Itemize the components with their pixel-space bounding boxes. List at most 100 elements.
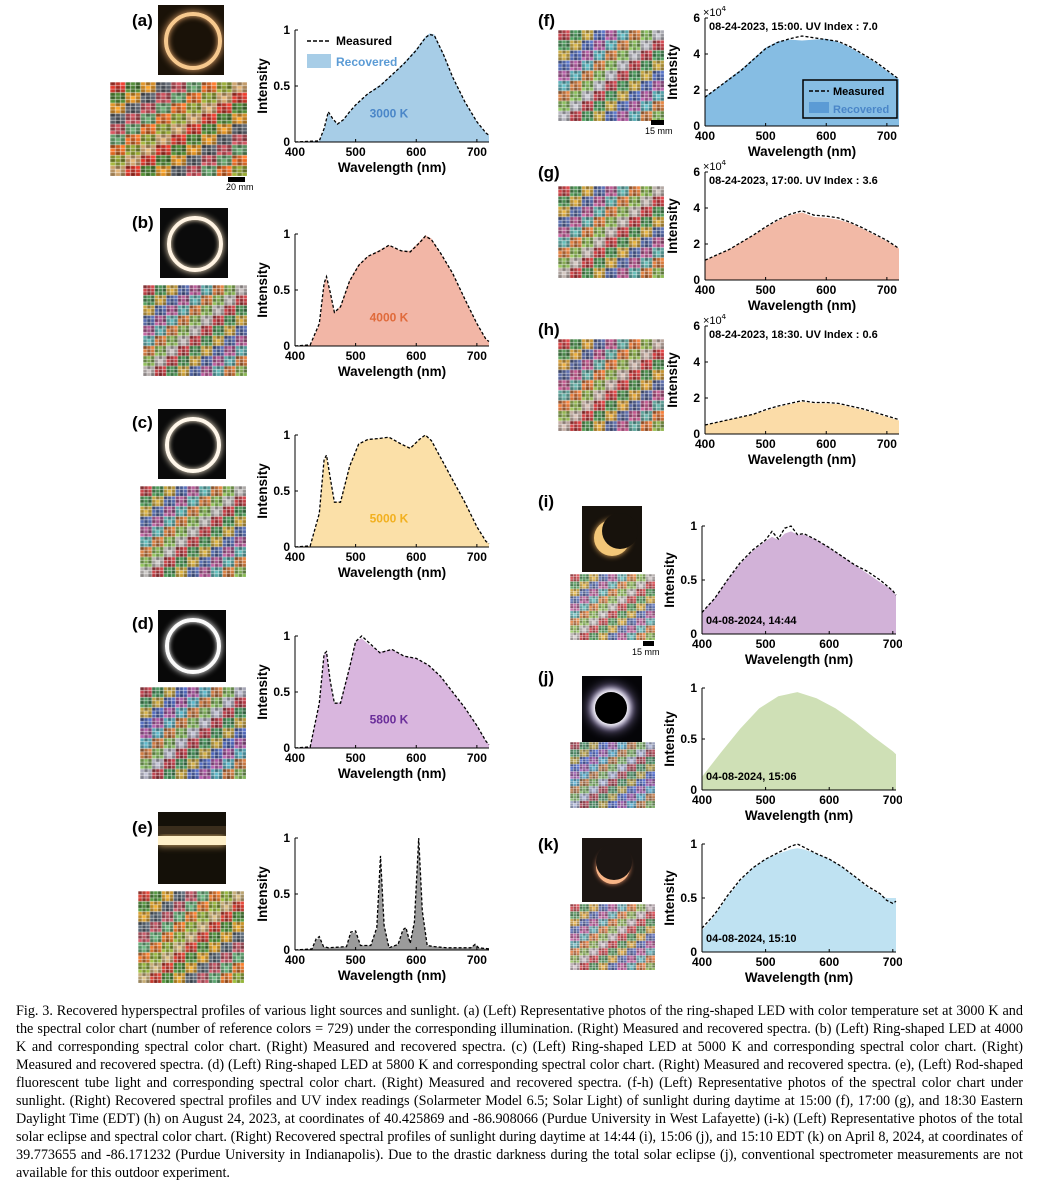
- scale-label-f: 15 mm: [645, 126, 673, 136]
- y-multiplier: ×104: [703, 6, 727, 19]
- x-axis-label: Wavelength (nm): [748, 298, 856, 313]
- recovered-area: [702, 692, 896, 790]
- x-tick-label: 500: [346, 550, 366, 564]
- legend-measured-label: Measured: [833, 86, 884, 98]
- panel-label-f: (f): [538, 11, 555, 30]
- moon-disc: [602, 513, 638, 549]
- x-tick-label: 700: [467, 751, 487, 765]
- x-tick-label: 700: [467, 550, 487, 564]
- color-chart-j: [570, 742, 655, 808]
- y-tick-label: 1: [283, 23, 290, 37]
- y-tick-label: 0.5: [680, 573, 697, 587]
- color-chart-mosaic: [570, 904, 655, 970]
- panel-label-j: (j): [538, 668, 555, 687]
- ring-led-photo-4000k: [160, 208, 228, 278]
- measured-line: [294, 635, 490, 749]
- measured-line: [704, 400, 900, 426]
- y-axis-label: Intensity: [665, 44, 680, 100]
- color-chart-mosaic: [140, 486, 246, 577]
- panel-label-e: (e): [132, 818, 153, 837]
- x-tick-label: 500: [756, 793, 776, 807]
- y-tick-label: 0: [693, 273, 700, 287]
- recovered-area: [705, 212, 899, 280]
- x-tick-label: 400: [692, 637, 712, 651]
- x-tick-label: 600: [816, 283, 836, 297]
- x-tick-label: 600: [406, 349, 426, 363]
- measured-line: [704, 35, 900, 98]
- x-tick-label: 600: [816, 437, 836, 451]
- y-tick-label: 0: [283, 135, 290, 149]
- fluorescent-tube-photo: [158, 812, 226, 884]
- x-axis-label: Wavelength (nm): [338, 766, 446, 781]
- x-tick-label: 400: [285, 751, 305, 765]
- measured-line: [294, 235, 490, 347]
- y-tick-label: 0: [283, 943, 290, 957]
- x-tick-label: 700: [883, 637, 902, 651]
- y-tick-label: 0: [693, 119, 700, 133]
- y-tick-label: 4: [693, 201, 700, 215]
- y-tick-label: 0.5: [680, 891, 697, 905]
- measured-line: [701, 843, 897, 929]
- y-tick-label: 1: [690, 519, 697, 533]
- color-chart-d: [140, 687, 246, 779]
- recovered-area: [705, 38, 899, 127]
- x-tick-label: 500: [346, 349, 366, 363]
- x-tick-label: 500: [756, 437, 776, 451]
- chart-title: 08-24-2023, 17:00. UV Index : 3.6: [709, 175, 878, 187]
- legend-recovered-swatch: [809, 102, 829, 113]
- x-tick-label: 700: [467, 953, 487, 967]
- measured-line: [701, 525, 897, 613]
- ring-light: [165, 417, 221, 473]
- ring-light: [165, 618, 221, 674]
- eclipse-photo-totality: [582, 676, 642, 742]
- y-tick-label: 1: [283, 629, 290, 643]
- measured-line: [294, 33, 490, 143]
- panel-label-c: (c): [132, 413, 153, 432]
- color-chart-a: [110, 82, 247, 176]
- y-axis-label: Intensity: [662, 552, 677, 608]
- y-tick-label: 1: [283, 227, 290, 241]
- x-tick-label: 700: [467, 145, 487, 159]
- x-tick-label: 400: [692, 793, 712, 807]
- y-tick-label: 1: [283, 831, 290, 845]
- x-tick-label: 700: [877, 283, 897, 297]
- recovered-area: [295, 435, 489, 547]
- scale-bar-i: [643, 641, 654, 646]
- y-tick-label: 0.5: [273, 484, 290, 498]
- x-tick-label: 600: [406, 550, 426, 564]
- ring-led-photo-5800k: [158, 610, 226, 682]
- x-tick-label: 600: [819, 793, 839, 807]
- measured-line: [294, 434, 490, 548]
- x-tick-label: 400: [285, 349, 305, 363]
- x-axis-label: Wavelength (nm): [338, 364, 446, 379]
- x-tick-label: 400: [695, 283, 715, 297]
- spectrum-chart-a: 400 500 600 700 0 0.5 1 Wavelength (nm) Intensit…: [255, 23, 490, 175]
- chart-title: 04-08-2024, 15:06: [706, 771, 797, 783]
- x-tick-label: 500: [346, 751, 366, 765]
- y-axis-label: Intensity: [255, 866, 270, 922]
- y-tick-label: 1: [283, 428, 290, 442]
- y-tick-label: 4: [693, 47, 700, 61]
- y-tick-label: 2: [693, 83, 700, 97]
- x-tick-label: 700: [883, 793, 902, 807]
- y-tick-label: 0: [283, 741, 290, 755]
- ring-light: [164, 12, 222, 70]
- x-tick-label: 500: [346, 145, 366, 159]
- spectrum-chart-b: 400 500 600 700 0 0.5 1 Wavelength (nm) Intensit…: [255, 227, 490, 379]
- color-chart-e: [138, 891, 244, 983]
- y-tick-label: 0.5: [273, 283, 290, 297]
- ring-led-photo-5000k: [158, 409, 226, 479]
- eclipse-photo-1510: [582, 838, 642, 902]
- x-tick-label: 400: [695, 129, 715, 143]
- y-multiplier: ×104: [703, 160, 727, 173]
- spectrum-chart-i: 400 500 600 700 0 0.5 1 Wavelength (nm) Intensit…: [662, 519, 902, 667]
- x-tick-label: 500: [756, 129, 776, 143]
- y-tick-label: 6: [693, 11, 700, 25]
- x-tick-label: 500: [756, 637, 776, 651]
- x-axis-label: Wavelength (nm): [338, 565, 446, 580]
- y-axis-label: Intensity: [255, 262, 270, 318]
- x-tick-label: 600: [406, 751, 426, 765]
- color-chart-mosaic: [143, 285, 247, 376]
- color-chart-b: [143, 285, 247, 376]
- tube-light: [158, 836, 226, 845]
